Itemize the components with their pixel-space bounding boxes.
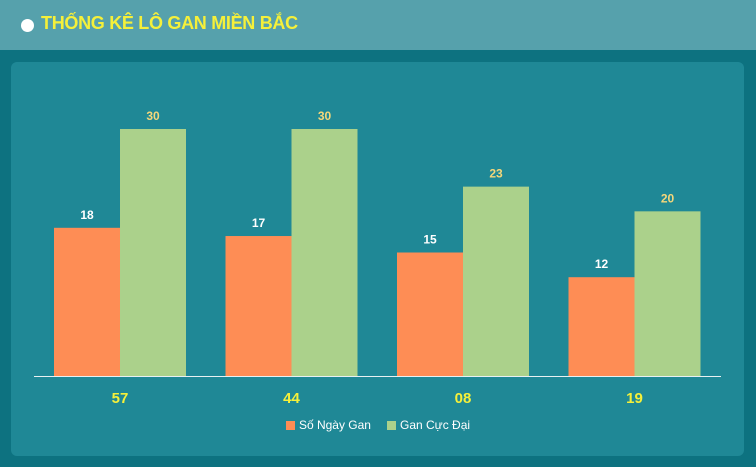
- bar-so-ngay-gan-08: [397, 252, 463, 376]
- bar-gan-cuc-dai-08: [463, 186, 529, 376]
- x-tick-label: 57: [112, 390, 129, 407]
- legend-item-gan-cuc-dai[interactable]: Gan Cực Đại: [386, 418, 471, 432]
- data-label: 20: [661, 191, 675, 205]
- bar-gan-cuc-dai-44: [291, 129, 358, 376]
- legend-swatch: [285, 420, 295, 430]
- legend-label: Gan Cực Đại: [399, 418, 471, 432]
- chart-legend: Số Ngày Gan Gan Cực Đại: [0, 418, 756, 432]
- page-title: THỐNG KÊ LÔ GAN MIỀN BẮC: [41, 13, 298, 33]
- x-tick-label: 44: [283, 390, 300, 407]
- bar-so-ngay-gan-57: [54, 227, 120, 376]
- legend-label: Số Ngày Gan: [298, 418, 371, 432]
- bar-so-ngay-gan-44: [225, 236, 292, 376]
- bar-gan-cuc-dai-57: [120, 129, 186, 376]
- legend-item-so-ngay-gan[interactable]: Số Ngày Gan: [285, 418, 371, 432]
- bar-so-ngay-gan-19: [568, 277, 635, 376]
- data-label: 30: [318, 109, 332, 123]
- legend-swatch: [386, 420, 396, 430]
- header-bar: THỐNG KÊ LÔ GAN MIỀN BẮC: [0, 0, 756, 50]
- x-tick-label: 19: [626, 390, 643, 407]
- data-label: 12: [595, 257, 609, 271]
- data-label: 23: [489, 167, 503, 181]
- bullet-dot-icon: [21, 19, 34, 32]
- data-label: 30: [146, 109, 160, 123]
- bar-gan-cuc-dai-19: [634, 211, 701, 376]
- data-label: 18: [80, 208, 94, 222]
- x-tick-label: 08: [455, 390, 472, 407]
- data-label: 17: [252, 216, 266, 230]
- data-label: 15: [423, 233, 437, 247]
